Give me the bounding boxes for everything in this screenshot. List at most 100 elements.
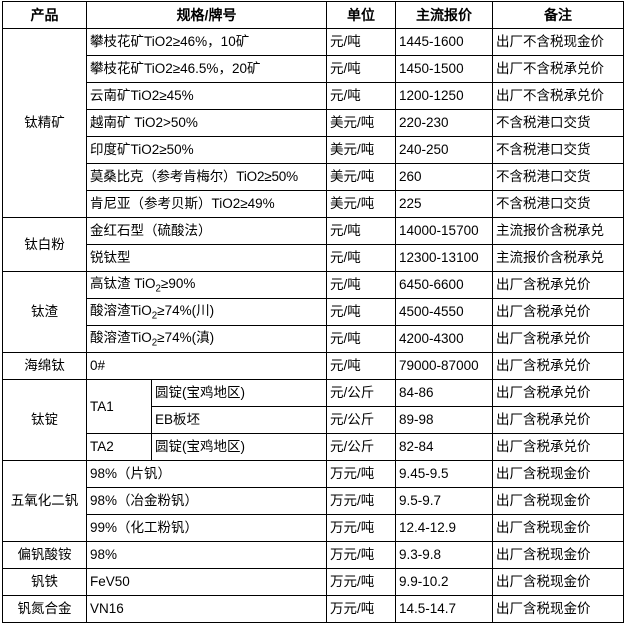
remark-label: 出厂含税现金价 — [492, 487, 625, 515]
table-row: 98%（冶金粉钒） 万元/吨 9.5-9.7 出厂含税现金价 — [3, 487, 625, 515]
remark-label: 不含税港口交货 — [492, 163, 625, 191]
spec-label: 莫桑比克（参考肯梅尔）TiO2≥50% — [85, 163, 328, 191]
subscript: 2 — [151, 337, 158, 349]
grade-label: TA2 — [86, 433, 152, 461]
remark-label: 出厂含税承兑价 — [492, 298, 625, 326]
unit-label: 美元/吨 — [326, 136, 397, 164]
unit-label: 元/吨 — [326, 82, 397, 110]
table-row: 钛渣 高钛渣 TiO2≥90% 元/吨 6450-6600 出厂含税承兑价 — [2, 271, 625, 353]
table-row: 钒铁 FeV50 万元/吨 9.9-10.2 出厂含税现金价 — [2, 568, 625, 596]
remark-label: 出厂含税现金价 — [492, 595, 625, 623]
remark-label: 出厂含税现金价 — [492, 568, 625, 596]
price-value: 12.4-12.9 — [395, 514, 494, 542]
table-row: 偏钒酸铵 98% 万元/吨 9.3-9.8 出厂含税现金价 — [2, 541, 625, 569]
product-label: 钛锭 — [2, 379, 87, 461]
unit-label: 元/吨 — [326, 217, 397, 245]
spec-label: 0# — [85, 352, 328, 380]
remark-label: 出厂不含税现金价 — [492, 28, 625, 56]
table-row: 锐钛型 元/吨 12300-13100 主流报价含税承兑 — [3, 244, 625, 272]
price-value: 9.45-9.5 — [395, 460, 494, 488]
remark-label: 出厂含税承兑价 — [492, 325, 625, 353]
product-label: 海绵钛 — [2, 352, 87, 380]
product-label: 钛精矿 — [2, 28, 87, 218]
table-row: 钒氮合金 VN16 万元/吨 14.5-14.7 出厂含税现金价 — [2, 595, 625, 623]
product-label: 偏钒酸铵 — [2, 541, 87, 569]
remark-label: 出厂含税现金价 — [492, 460, 625, 488]
unit-label: 万元/吨 — [326, 460, 397, 488]
grade-label: TA1 — [86, 379, 152, 434]
spec-label: 越南矿 TiO2>50% — [85, 109, 328, 137]
price-value: 220-230 — [395, 109, 494, 137]
unit-label: 美元/吨 — [326, 163, 397, 191]
unit-label: 万元/吨 — [326, 595, 397, 623]
remark-label: 不含税港口交货 — [492, 136, 625, 164]
table-row: 五氧化二钒 98%（片钒） 万元/吨 9.45-9.5 出厂含税现金价 — [2, 460, 625, 542]
spec-label: 99%（化工粉钒） — [85, 514, 328, 542]
table-body: 钛精矿 攀枝花矿TiO2≥46%，10矿 元/吨 1445-1600 出厂不含税现金价攀… — [2, 28, 625, 623]
table-row: 莫桑比克（参考肯梅尔）TiO2≥50% 美元/吨 260 不含税港口交货 — [3, 163, 625, 191]
price-value: 79000-87000 — [395, 352, 494, 380]
table-row: 印度矿TiO2≥50% 美元/吨 240-250 不含税港口交货 — [3, 136, 625, 164]
spec-label: 高钛渣 TiO2≥90% — [85, 271, 328, 299]
unit-label: 万元/吨 — [326, 514, 397, 542]
price-value: 225 — [395, 190, 494, 218]
price-value: 9.9-10.2 — [395, 568, 494, 596]
unit-label: 元/吨 — [326, 55, 397, 83]
header-row: 产品 规格/牌号 单位 主流报价 备注 — [2, 1, 625, 29]
unit-label: 万元/吨 — [326, 541, 397, 569]
unit-label: 元/吨 — [326, 352, 397, 380]
spec-label: 云南矿TiO2≥45% — [85, 82, 328, 110]
table-row: 酸溶渣TiO2≥74%(川) 元/吨 4500-4550 出厂含税承兑价 — [3, 298, 625, 326]
spec-label: 圆锭(宝鸡地区) — [150, 433, 328, 461]
remark-label: 不含税港口交货 — [492, 190, 625, 218]
table-row: 海绵钛 0# 元/吨 79000-87000 出厂含税承兑价 — [2, 352, 625, 380]
spec-label: 肯尼亚（参考贝斯）TiO2≥49% — [85, 190, 328, 218]
unit-label: 元/吨 — [326, 271, 397, 299]
unit-label: 元/吨 — [326, 325, 397, 353]
unit-label: 美元/吨 — [326, 190, 397, 218]
table-row: 云南矿TiO2≥45% 元/吨 1200-1250 出厂不含税承兑价 — [3, 82, 625, 110]
table-row: 攀枝花矿TiO2≥46.5%，20矿 元/吨 1450-1500 出厂不含税承兑价 — [3, 55, 625, 83]
subscript: 2 — [155, 283, 161, 295]
unit-label: 美元/吨 — [326, 109, 397, 137]
unit-label: 元/吨 — [326, 244, 397, 272]
price-value: 260 — [395, 163, 494, 191]
price-value: 9.3-9.8 — [395, 541, 494, 569]
price-value: 14000-15700 — [395, 217, 494, 245]
remark-label: 出厂含税现金价 — [492, 541, 625, 569]
header-spec: 规格/牌号 — [85, 1, 328, 29]
price-value: 4200-4300 — [395, 325, 494, 353]
price-value: 9.5-9.7 — [395, 487, 494, 515]
price-value: 89-98 — [395, 406, 494, 434]
remark-label: 出厂不含税承兑价 — [492, 82, 625, 110]
unit-label: 元/吨 — [326, 28, 397, 56]
price-value: 4500-4550 — [395, 298, 494, 326]
price-value: 1445-1600 — [395, 28, 494, 56]
header-remark: 备注 — [492, 1, 625, 29]
table-row: EB板坯 元/公斤 89-98 出厂含税承兑价 — [3, 406, 625, 434]
spec-label: 金红石型（硫酸法） — [85, 217, 328, 245]
product-label: 五氧化二钒 — [2, 460, 87, 542]
header-price: 主流报价 — [395, 1, 494, 29]
spec-label: 98%（冶金粉钒） — [85, 487, 328, 515]
table-row: 肯尼亚（参考贝斯）TiO2≥49% 美元/吨 225 不含税港口交货 — [3, 190, 625, 218]
price-value: 14.5-14.7 — [395, 595, 494, 623]
unit-label: 元/公斤 — [326, 379, 397, 407]
unit-label: 元/吨 — [326, 298, 397, 326]
table-row: 99%（化工粉钒） 万元/吨 12.4-12.9 出厂含税现金价 — [3, 514, 625, 542]
unit-label: 元/公斤 — [326, 433, 397, 461]
price-value: 12300-13100 — [395, 244, 494, 272]
header-product: 产品 — [2, 1, 87, 29]
table-row: 越南矿 TiO2>50% 美元/吨 220-230 不含税港口交货 — [3, 109, 625, 137]
price-value: 6450-6600 — [395, 271, 494, 299]
spec-label: 锐钛型 — [85, 244, 328, 272]
subscript: 2 — [151, 310, 158, 322]
unit-label: 元/公斤 — [326, 406, 397, 434]
spec-label: 攀枝花矿TiO2≥46%，10矿 — [85, 28, 328, 56]
remark-label: 不含税港口交货 — [492, 109, 625, 137]
price-value: 1200-1250 — [395, 82, 494, 110]
table-row: 钛白粉 金红石型（硫酸法） 元/吨 14000-15700 主流报价含税承兑 — [2, 217, 625, 272]
table-row: 钛锭 TA1 圆锭(宝鸡地区) 元/公斤 84-86 出厂含税承兑价 — [2, 379, 625, 461]
remark-label: 出厂含税承兑价 — [492, 433, 625, 461]
